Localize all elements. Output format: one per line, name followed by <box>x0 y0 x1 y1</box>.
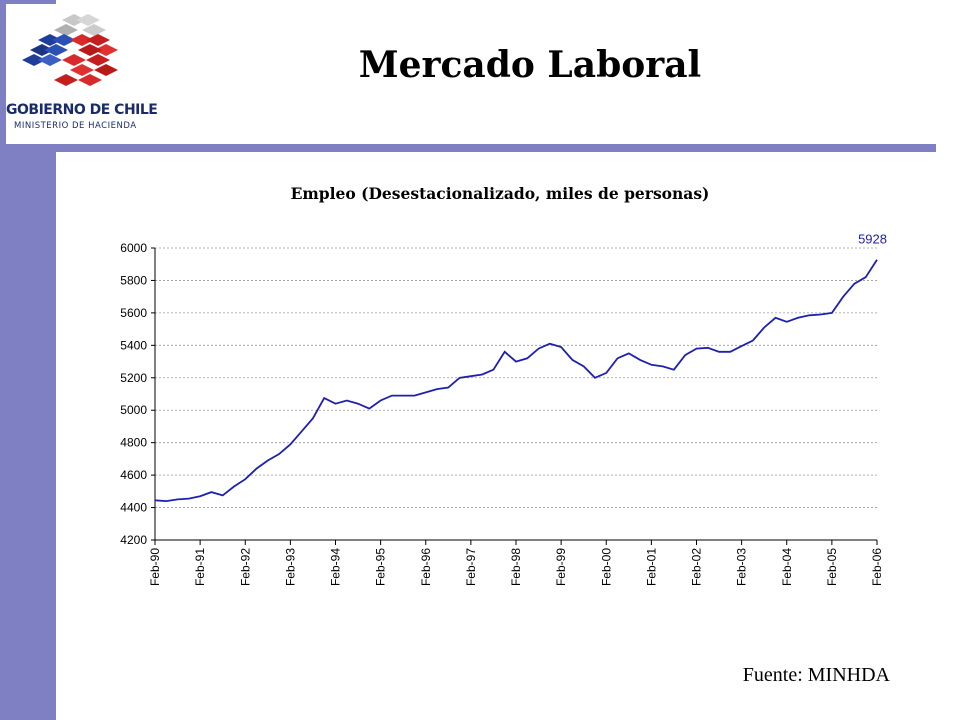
x-tick-label: Feb-98 <box>509 548 523 586</box>
grid-lines <box>155 247 877 508</box>
y-tick-label: 4400 <box>120 501 147 515</box>
y-tick-label: 5600 <box>120 306 147 320</box>
x-tick-label: Feb-95 <box>374 548 388 586</box>
x-tick-label: Feb-05 <box>825 548 839 586</box>
series-line <box>154 259 878 503</box>
x-tick-label: Feb-94 <box>329 548 343 586</box>
chart-title: Empleo (Desestacionalizado, miles de per… <box>290 184 710 203</box>
source-note: Fuente: MINHDA <box>742 664 890 686</box>
x-tick-label: Feb-97 <box>464 548 478 586</box>
x-tick-label: Feb-06 <box>870 548 884 586</box>
y-tick-label: 5000 <box>120 403 147 417</box>
y-tick-label: 5800 <box>120 273 147 287</box>
x-tick-label: Feb-99 <box>554 548 568 586</box>
header-rule <box>34 144 936 152</box>
y-tick-label: 5200 <box>120 371 147 385</box>
y-tick-label: 5400 <box>120 338 147 352</box>
x-tick-label: Feb-01 <box>644 548 658 586</box>
y-axis-ticks: 4200 4400 4600 4800 5000 5200 5400 5600 5800 6000 <box>120 241 155 547</box>
end-value-label: 5928 <box>858 232 887 247</box>
logo <box>6 4 176 144</box>
x-tick-label: Feb-96 <box>419 548 433 586</box>
y-tick-label: 4600 <box>120 468 147 482</box>
x-axis-ticks: Feb-90 Feb-91 Feb-92 Feb-93 Feb-94 Feb-95 Feb-… <box>148 540 884 586</box>
x-tick-label: Feb-03 <box>735 548 749 586</box>
y-tick-label: 4800 <box>120 436 147 450</box>
page-title: Mercado Laboral <box>358 44 702 86</box>
logo-mark-icon <box>22 14 118 86</box>
logo-line2: MINISTERIO DE HACIENDA <box>14 121 137 131</box>
x-tick-label: Feb-00 <box>599 548 613 586</box>
x-tick-label: Feb-04 <box>780 548 794 586</box>
x-tick-label: Feb-92 <box>238 548 252 586</box>
x-tick-label: Feb-90 <box>148 548 162 586</box>
x-tick-label: Feb-91 <box>193 548 207 586</box>
logo-line1: GOBIERNO DE CHILE <box>6 102 158 118</box>
y-tick-label: 6000 <box>120 241 147 255</box>
x-tick-label: Feb-93 <box>283 548 297 586</box>
x-tick-label: Feb-02 <box>690 548 704 586</box>
y-tick-label: 4200 <box>120 533 147 547</box>
axes <box>154 248 877 541</box>
